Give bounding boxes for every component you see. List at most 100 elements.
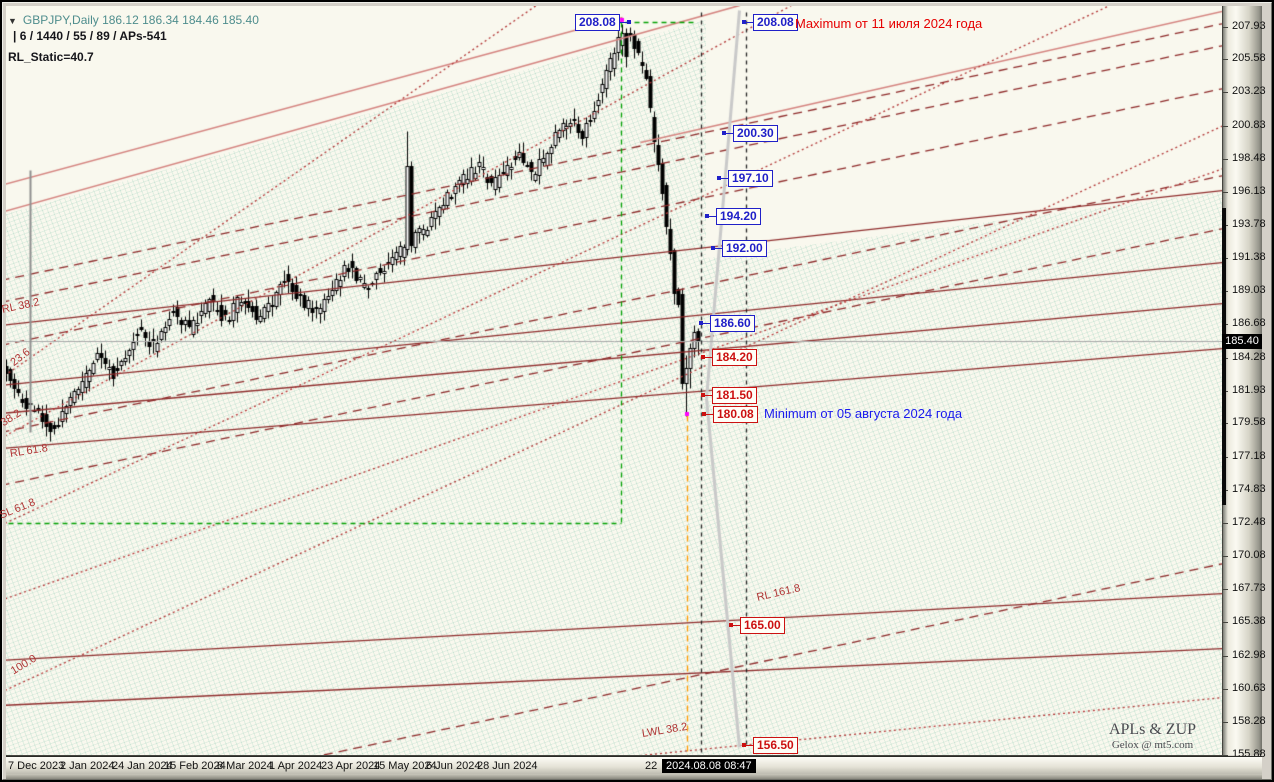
axis-tick-label: 160.63: [1232, 681, 1266, 694]
label-connector: [619, 22, 628, 23]
label-connector: [714, 248, 722, 249]
label-anchor-square: [705, 214, 709, 218]
price-label-197.10[interactable]: 197.10: [717, 170, 773, 187]
price-label-text: 197.10: [732, 171, 769, 185]
date-label: 23 Apr 2024: [321, 760, 381, 772]
minimum-annotation[interactable]: Minimum от 05 августа 2024 года: [764, 406, 963, 421]
price-label-text: 165.00: [744, 618, 781, 632]
axis-tick-label: 177.18: [1232, 450, 1266, 462]
price-label-text: 156.50: [757, 738, 794, 752]
price-label-text: 181.50: [716, 388, 753, 402]
price-axis[interactable]: 207.93 205.58 203.23 200.83 198.48 196.13 193.…: [1223, 6, 1266, 760]
symbol-title[interactable]: ▼ GBPJPY,Daily 186.12 186.34 184.46 185.4…: [8, 13, 259, 27]
price-label-text: 208.08: [579, 15, 616, 29]
axis-tick-label: 162.98: [1232, 648, 1266, 661]
label-anchor-square: [702, 412, 706, 416]
label-anchor-square: [701, 355, 705, 359]
axis-tick-label: 191.38: [1232, 251, 1266, 264]
axis-tick-mark: [1223, 158, 1228, 160]
label-anchor-square: [711, 246, 715, 250]
price-label-184.20[interactable]: 184.20: [701, 349, 757, 366]
axis-tick-mark: [1223, 26, 1228, 28]
label-connector: [720, 178, 728, 179]
axis-tick-mark: [1223, 556, 1228, 558]
date-label: 8 Mar 2024: [217, 760, 273, 772]
label-anchor-square: [729, 623, 733, 627]
date-label: 28 Jun 2024: [477, 760, 538, 772]
label-anchor-square: [717, 176, 721, 180]
chart-canvas[interactable]: [6, 6, 1222, 755]
axis-tick-label: 174.83: [1232, 482, 1266, 495]
price-label-156.50[interactable]: 156.50: [742, 737, 798, 754]
maximum-annotation[interactable]: Maximum от 11 июля 2024 года: [795, 16, 983, 31]
axis-tick-mark: [1223, 655, 1228, 657]
price-label-194.20[interactable]: 194.20: [705, 208, 761, 225]
price-label-text: 194.20: [720, 209, 757, 223]
bottom-bevel: [6, 774, 1262, 779]
axis-tick-mark: [1223, 721, 1228, 723]
rl-static-value: RL_Static=40.7: [8, 50, 94, 64]
price-label-text: 200.30: [737, 126, 774, 140]
chart-menu-icon[interactable]: ▼: [8, 16, 17, 26]
price-label-192.00[interactable]: 192.00: [711, 240, 767, 257]
axis-tick-label: 184.28: [1232, 350, 1266, 363]
price-label-text: 192.00: [726, 241, 763, 255]
date-label: 24 Jan 2024: [112, 760, 173, 772]
axis-tick-label: 181.93: [1232, 383, 1266, 396]
axis-tick-mark: [1223, 755, 1228, 757]
watermark-title: APLs & ZUP: [1108, 721, 1197, 738]
symbol-ohlc-text: GBPJPY,Daily 186.12 186.34 184.46 185.40: [22, 13, 259, 27]
label-connector: [705, 414, 713, 415]
axis-tick-label: 165.38: [1232, 615, 1266, 628]
indicator-watermark: APLs & ZUP Gelox @ mt5.com: [1085, 721, 1220, 751]
axis-tick-label: 170.08: [1232, 549, 1266, 562]
label-anchor-square: [742, 743, 746, 747]
axis-tick-label: 167.73: [1232, 582, 1266, 595]
last-bar-time-tag: 2024.08.08 08:47: [662, 759, 756, 773]
axis-tick-mark: [1223, 92, 1228, 94]
label-connector: [708, 216, 716, 217]
price-label-text: 184.20: [716, 350, 753, 364]
price-label-181.50[interactable]: 181.50: [701, 387, 757, 404]
axis-tick-mark: [1223, 688, 1228, 690]
axis-tick-label: 207.93: [1232, 19, 1266, 32]
axis-tick-label: 193.78: [1232, 217, 1266, 230]
price-label-208.08[interactable]: 208.08: [742, 14, 798, 31]
price-label-208.08[interactable]: 208.08: [575, 14, 631, 31]
date-label: 2 Jan 2024: [60, 760, 115, 772]
axis-tick-mark: [1223, 522, 1228, 524]
axis-tick-label: 205.58: [1232, 52, 1266, 65]
axis-tick-mark: [1223, 59, 1228, 61]
label-connector: [702, 323, 710, 324]
label-anchor-square: [742, 20, 746, 24]
label-anchor-square: [699, 321, 703, 325]
price-label-165.00[interactable]: 165.00: [729, 617, 785, 634]
axis-tick-label: 158.28: [1232, 714, 1266, 727]
label-connector: [732, 625, 740, 626]
axis-tick-label: 179.58: [1232, 416, 1266, 429]
price-label-text: 186.60: [714, 316, 751, 330]
date-label: 6 Jun 2024: [426, 760, 481, 772]
axis-tick-mark: [1223, 589, 1228, 591]
price-label-186.60[interactable]: 186.60: [699, 315, 755, 332]
date-label: 15 May 2024: [373, 760, 437, 772]
price-range-bar[interactable]: [1222, 208, 1226, 505]
price-label-180.08[interactable]: 180.08: [702, 406, 758, 423]
price-label-text: 180.08: [717, 407, 754, 421]
label-connector: [704, 357, 712, 358]
current-price-tag: 185.40: [1222, 334, 1262, 350]
label-connector: [745, 745, 753, 746]
axis-tick-label: 200.83: [1232, 118, 1266, 131]
time-axis[interactable]: 2024.08.08 08:47 7 Dec 2023 2 Jan 2024 24 …: [6, 756, 1262, 775]
label-connector: [745, 22, 753, 23]
price-label-200.30[interactable]: 200.30: [722, 125, 778, 142]
axis-tick-label: 189.03: [1232, 284, 1266, 297]
date-label: 22: [645, 760, 658, 772]
axis-tick-mark: [1223, 125, 1228, 127]
axis-tick-label: 172.48: [1232, 515, 1266, 528]
label-connector: [725, 133, 733, 134]
watermark-author: Gelox @ mt5.com: [1111, 739, 1194, 751]
axis-tick-label: 198.48: [1232, 151, 1266, 164]
axis-tick-label: 196.13: [1232, 184, 1266, 197]
